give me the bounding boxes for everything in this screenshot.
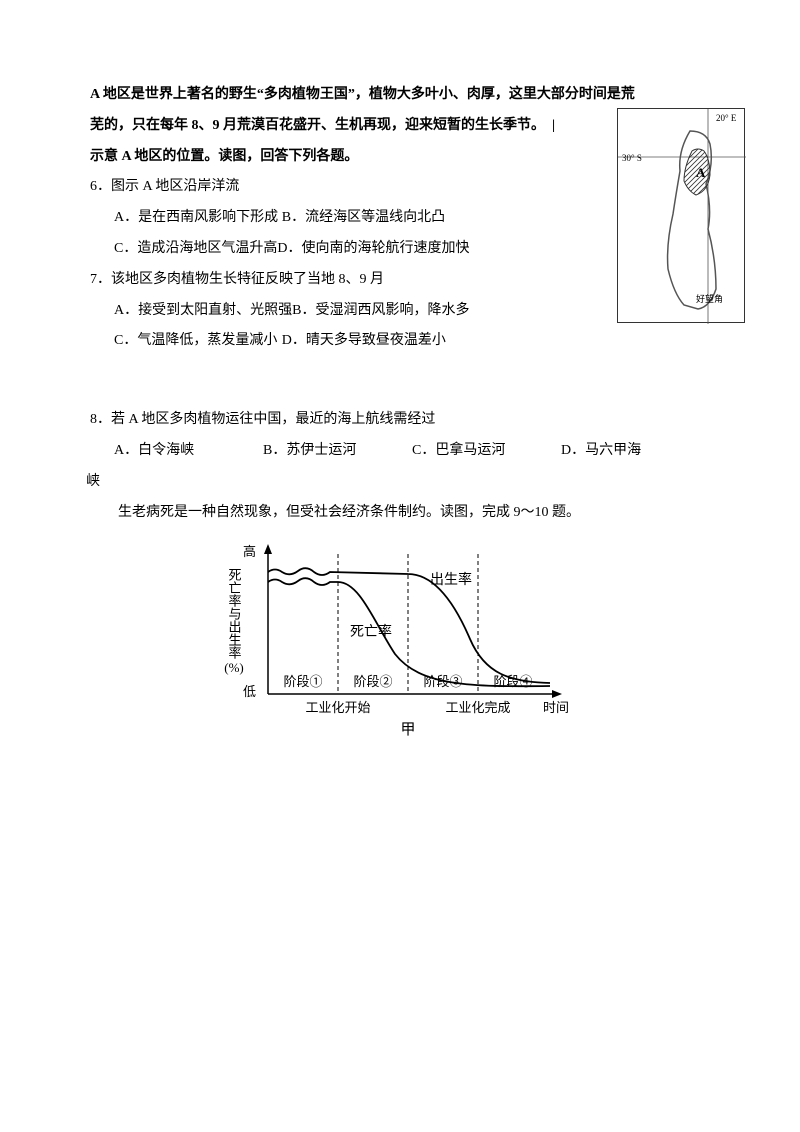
q7-option-c: C．气温降低，蒸发量减小 <box>114 326 282 357</box>
birth-label: 出生率 <box>430 571 472 588</box>
stage2-label: 阶段② <box>353 674 392 689</box>
map-figure: 20° E 30° S A 好望角 <box>617 108 745 323</box>
q8-option-b: B．苏伊士运河 <box>263 436 412 467</box>
q6-option-d: D．使向南的海轮航行速度加快 <box>277 234 469 265</box>
intro2: 生老病死是一种自然现象，但受社会经济条件制约。读图，完成 9～10 题。 <box>90 498 710 529</box>
y-axis-arrow <box>264 544 272 554</box>
stage3-label: 阶段③ <box>423 674 462 689</box>
q6-option-b: B．流经海区等温线向北凸 <box>282 203 450 234</box>
x-axis-arrow <box>552 690 562 698</box>
chart-figure: 死亡率与出生率 (%) 高 低 出生率 死亡率 阶段① 阶段② 阶段③ 阶段④ … <box>210 534 590 744</box>
industrial-end-label: 工业化完成 <box>445 700 510 715</box>
q7-option-b: B．受湿润西风影响，降水多 <box>292 296 469 327</box>
q6-options-row2: C．造成沿海地区气温升高 D．使向南的海轮航行速度加快 <box>90 234 450 265</box>
chart-wrap: 死亡率与出生率 (%) 高 低 出生率 死亡率 阶段① 阶段② 阶段③ 阶段④ … <box>90 534 710 744</box>
q7-option-d: D．晴天多导致昼夜温差小 <box>282 326 450 357</box>
chart-caption: 甲 <box>400 722 415 738</box>
map-svg: 20° E 30° S A 好望角 <box>618 109 746 324</box>
q8-options-row: A．白令海峡 B．苏伊士运河 C．巴拿马运河 D．马六甲海 <box>90 436 710 467</box>
cape-label: 好望角 <box>696 293 723 304</box>
death-rate-curve <box>268 579 550 687</box>
lat-label: 30° S <box>622 153 642 163</box>
lon-label: 20° E <box>716 113 737 123</box>
spacer <box>90 357 710 405</box>
death-label: 死亡率 <box>350 623 392 640</box>
intro-line1: A 地区是世界上著名的野生“多肉植物王国”，植物大多叶小、肉厚，这里大部分时间是… <box>90 80 710 111</box>
q6-option-c: C．造成沿海地区气温升高 <box>114 234 277 265</box>
industrial-start-label: 工业化开始 <box>305 700 370 715</box>
stage4-label: 阶段④ <box>493 674 532 689</box>
x-label: 时间 <box>543 700 569 715</box>
q7-options-row1: A．接受到太阳直射、光照强 B．受湿润西风影响，降水多 <box>90 296 450 327</box>
birth-rate-curve <box>268 569 550 684</box>
q8-option-c: C．巴拿马运河 <box>412 436 561 467</box>
y-label-2: (%) <box>224 660 244 675</box>
q8-stem: 8．若 A 地区多肉植物运往中国，最近的海上航线需经过 <box>90 405 710 436</box>
q8-option-d-tail: 峡 <box>86 467 710 498</box>
y-bottom-label: 低 <box>243 684 256 699</box>
q7-options-row2: C．气温降低，蒸发量减小 D．晴天多导致昼夜温差小 <box>90 326 450 357</box>
stage1-label: 阶段① <box>283 674 322 689</box>
q8-option-d: D．马六甲海 <box>561 436 710 467</box>
y-label-1: 死亡率与出生率 <box>227 568 242 659</box>
y-top-label: 高 <box>243 544 256 559</box>
q8-option-a: A．白令海峡 <box>114 436 263 467</box>
q7-option-a: A．接受到太阳直射、光照强 <box>114 296 292 327</box>
chart-svg: 死亡率与出生率 (%) 高 低 出生率 死亡率 阶段① 阶段② 阶段③ 阶段④ … <box>210 534 590 744</box>
q6-option-a: A．是在西南风影响下形成 <box>114 203 282 234</box>
region-a-label: A <box>696 165 706 180</box>
q6-options-row1: A．是在西南风影响下形成 B．流经海区等温线向北凸 <box>90 203 450 234</box>
